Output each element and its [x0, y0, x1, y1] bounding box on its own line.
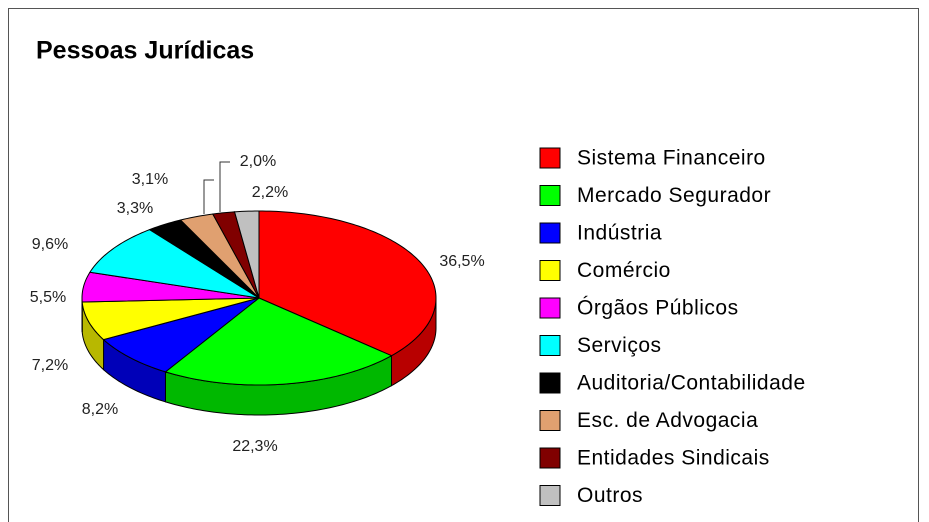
slice	[164, 297, 393, 386]
slice	[179, 213, 260, 299]
legend-swatch	[539, 485, 561, 506]
legend-swatch	[539, 222, 561, 244]
value-label: 5,5%	[30, 289, 66, 306]
value-label: 3,3%	[117, 200, 153, 217]
legend-swatch	[539, 372, 561, 394]
legend-label: Serviços	[577, 334, 662, 357]
value-label: 2,0%	[240, 153, 276, 170]
value-label: 22,3%	[232, 438, 277, 455]
legend-label: Sistema Financeiro	[577, 147, 766, 170]
legend-label: Comércio	[577, 259, 671, 282]
slice	[81, 271, 260, 303]
value-label: 2,2%	[252, 184, 288, 201]
value-label: 7,2%	[32, 357, 68, 374]
legend-label: Mercado Segurador	[577, 184, 771, 207]
slice	[258, 210, 437, 357]
slice	[211, 211, 260, 299]
leader-line	[203, 179, 214, 214]
value-label: 9,6%	[32, 236, 68, 253]
legend-label: Entidades Sindicais	[577, 447, 770, 470]
legend-swatch	[539, 185, 561, 206]
legend-swatch	[539, 410, 561, 431]
legend-label: Órgãos Públicos	[577, 297, 739, 320]
legend-swatch	[539, 147, 561, 169]
slice	[233, 210, 260, 299]
legend-swatch	[539, 260, 561, 281]
chart-title: Pessoas Jurídicas	[36, 37, 254, 65]
legend-label: Outros	[577, 484, 643, 507]
value-label: 8,2%	[82, 401, 118, 418]
legend-label: Indústria	[577, 222, 662, 245]
legend-swatch	[539, 335, 561, 356]
value-label: 3,1%	[132, 171, 168, 188]
slice	[102, 297, 260, 373]
value-label: 36,5%	[439, 253, 484, 270]
slice	[81, 297, 260, 341]
slice	[148, 219, 260, 299]
legend-swatch	[539, 447, 561, 469]
legend-swatch	[539, 297, 561, 319]
legend-label: Esc. de Advogacia	[577, 409, 758, 432]
slice	[89, 229, 260, 299]
leader-line	[219, 161, 230, 212]
legend-label: Auditoria/Contabilidade	[577, 372, 806, 395]
